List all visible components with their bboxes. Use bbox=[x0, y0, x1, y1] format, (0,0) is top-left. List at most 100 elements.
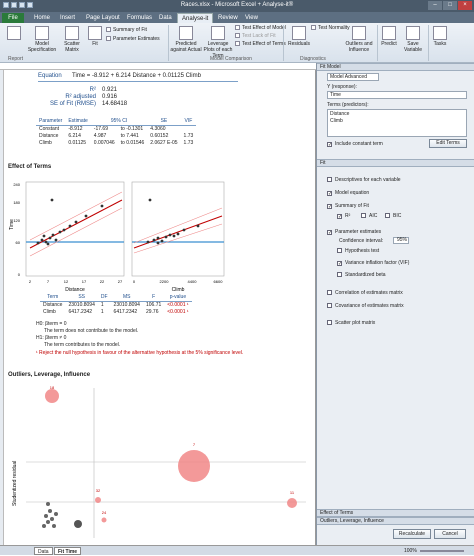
x-tick: 12 bbox=[64, 279, 69, 284]
r2-value: 0.921 bbox=[102, 87, 118, 93]
data-point bbox=[160, 239, 164, 243]
fit-model-pane: Fit Model Model Advanced Y (response): T… bbox=[316, 63, 474, 545]
covariance-matrix-checkbox[interactable]: Covariance of estimates matrix bbox=[327, 303, 404, 309]
sheet-tab-data[interactable]: Data bbox=[34, 547, 53, 555]
ribbon-separator bbox=[283, 25, 284, 61]
normality-icon bbox=[311, 25, 316, 31]
model-equation-label: Model equation bbox=[335, 190, 370, 196]
formula-bar[interactable] bbox=[0, 63, 474, 70]
term-df: 1 bbox=[100, 308, 104, 315]
maximize-button[interactable]: □ bbox=[443, 1, 457, 10]
data-point bbox=[182, 228, 186, 232]
test-effect-model-item[interactable]: Test Effect of Model bbox=[235, 25, 286, 31]
leverage-plots-button[interactable]: Leverage Plots of each Term bbox=[203, 26, 233, 59]
bubble bbox=[95, 497, 101, 503]
data-point bbox=[84, 214, 88, 218]
tab-page-layout[interactable]: Page Layout bbox=[86, 15, 120, 21]
sheet-tab-fit-time[interactable]: Fit Time bbox=[54, 547, 82, 555]
test-lack-of-fit-item[interactable]: Test Lack of Fit bbox=[235, 33, 276, 39]
data-point bbox=[54, 238, 58, 242]
tab-file[interactable]: File bbox=[2, 13, 24, 23]
param-vif: 1.73 bbox=[183, 139, 194, 146]
report-sheet: Equation Time = -8.912 + 6.214 Distance … bbox=[0, 70, 316, 545]
zoom-slider[interactable] bbox=[420, 550, 464, 552]
fit-label: Fit bbox=[92, 41, 98, 47]
report-button[interactable] bbox=[3, 26, 25, 41]
checkbox-checked-icon: ✓ bbox=[337, 214, 343, 220]
list-item[interactable]: Climb bbox=[330, 118, 343, 124]
model-equation-checkbox[interactable]: ✓ Model equation bbox=[327, 190, 370, 197]
data-point bbox=[50, 198, 54, 202]
scatter-matrix-button[interactable]: Scatter Matrix bbox=[60, 26, 84, 53]
model-type-dropdown[interactable]: Model Advanced bbox=[327, 73, 379, 81]
quick-access-toolbar[interactable] bbox=[3, 2, 43, 10]
fit-button[interactable]: Fit bbox=[87, 26, 103, 47]
terms-list[interactable]: Distance Climb bbox=[327, 109, 467, 137]
h1-note: The term contributes to the model. bbox=[44, 342, 121, 348]
residuals-button[interactable]: Residuals bbox=[286, 26, 312, 47]
outliers-section[interactable]: Outliers, Leverage, Influence bbox=[317, 517, 474, 525]
parameter-estimates-item[interactable]: Parameter Estimates bbox=[106, 36, 160, 42]
leverage-plots: Time 0 60 120 180 240 2 7 12 17 22 27 Di… bbox=[9, 181, 225, 293]
data-point bbox=[46, 242, 50, 246]
tab-review[interactable]: Review bbox=[218, 15, 238, 21]
outliers-ylabel: Studentized residual bbox=[12, 461, 18, 506]
close-button[interactable]: × bbox=[458, 1, 472, 10]
correlation-matrix-checkbox[interactable]: Correlation of estimates matrix bbox=[327, 290, 403, 296]
tasks-button[interactable]: Tasks bbox=[430, 26, 450, 47]
test-icon bbox=[235, 25, 240, 31]
rmse-value: 14.68418 bbox=[102, 101, 128, 107]
test-normality-item[interactable]: Test Normality bbox=[311, 25, 350, 31]
parameter-estimates-checkbox[interactable]: ✓ Parameter estimates bbox=[327, 229, 381, 236]
predict-button[interactable]: Predict bbox=[378, 26, 400, 47]
minimize-button[interactable]: – bbox=[428, 1, 442, 10]
cancel-button[interactable]: Cancel bbox=[434, 529, 466, 539]
distance-points bbox=[36, 198, 104, 246]
y-response-select[interactable]: Time bbox=[327, 91, 467, 99]
param-estimate: -8.912 bbox=[68, 125, 83, 132]
checkbox-checked-icon: ✓ bbox=[327, 191, 333, 197]
aic-checkbox[interactable]: AIC bbox=[361, 213, 377, 219]
x-tick: 2 bbox=[29, 279, 32, 284]
tab-formulas[interactable]: Formulas bbox=[127, 15, 153, 21]
confidence-interval-input[interactable]: 95% bbox=[393, 237, 409, 244]
tab-analyse-it[interactable]: Analyse-it bbox=[177, 13, 214, 23]
tab-home[interactable]: Home bbox=[34, 15, 51, 21]
data-point bbox=[152, 238, 156, 242]
edit-terms-button[interactable]: Edit Terms bbox=[429, 139, 467, 148]
descriptives-checkbox[interactable]: Descriptives for each variable bbox=[327, 177, 401, 183]
scatter-plot-matrix-checkbox[interactable]: Scatter plot matrix bbox=[327, 320, 375, 326]
outliers-icon bbox=[352, 26, 366, 40]
checkbox-checked-icon: ✓ bbox=[327, 204, 333, 210]
summary-of-fit-item[interactable]: Summary of Fit bbox=[106, 27, 147, 33]
col-header: Parameter bbox=[36, 118, 66, 126]
include-constant-checkbox[interactable]: ✓ Include constant term bbox=[327, 141, 383, 148]
data-point bbox=[44, 514, 48, 518]
vif-checkbox[interactable]: ✓ Variance inflation factor (VIF) bbox=[337, 260, 409, 267]
tab-data[interactable]: Data bbox=[159, 15, 172, 21]
term-ms: 23010.8094 bbox=[113, 301, 140, 308]
model-spec-label: Model Specification bbox=[27, 41, 57, 53]
title-bar: Races.xlsx - Microsoft Excel + Analyse-i… bbox=[0, 0, 474, 12]
list-item[interactable]: Distance bbox=[330, 111, 350, 117]
summary-of-fit-checkbox[interactable]: ✓ Summary of Fit bbox=[327, 203, 369, 210]
standardized-beta-checkbox[interactable]: Standardized beta bbox=[337, 272, 386, 278]
r2-checkbox[interactable]: ✓ R² bbox=[337, 213, 350, 220]
test-effect-terms-item[interactable]: Test Effect of Terms bbox=[235, 41, 286, 47]
tab-insert[interactable]: Insert bbox=[60, 15, 76, 21]
bic-checkbox[interactable]: BIC bbox=[385, 213, 401, 219]
hypothesis-test-label: Hypothesis test bbox=[345, 248, 380, 254]
hypothesis-test-checkbox[interactable]: Hypothesis test bbox=[337, 248, 379, 254]
term-pvalue: <0.0001 ¹ bbox=[167, 308, 189, 315]
tab-view[interactable]: View bbox=[245, 15, 258, 21]
data-point bbox=[146, 240, 150, 244]
data-point bbox=[148, 198, 152, 202]
checkbox-icon bbox=[327, 177, 332, 182]
save-variable-button[interactable]: Save Variable bbox=[400, 26, 426, 53]
effect-of-terms-section[interactable]: Effect of Terms bbox=[317, 509, 474, 517]
recalculate-button[interactable]: Recalculate bbox=[393, 529, 431, 539]
predicted-vs-actual-button[interactable]: Predicted against Actual bbox=[170, 26, 202, 53]
model-specification-button[interactable]: Model Specification bbox=[27, 26, 57, 53]
outliers-influence-button[interactable]: Outliers and Influence bbox=[343, 26, 375, 53]
point-label: 11 bbox=[290, 490, 295, 495]
